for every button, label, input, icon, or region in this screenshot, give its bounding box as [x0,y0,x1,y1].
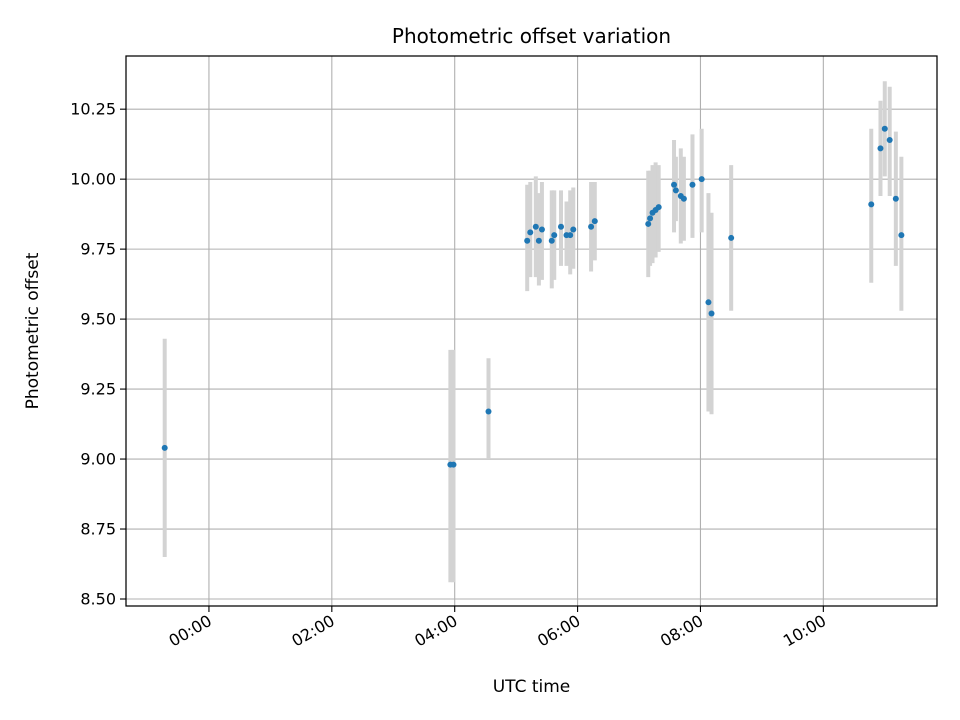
x-axis-title: UTC time [493,677,571,697]
data-point [647,215,654,222]
data-point [868,201,875,208]
y-tick-label: 8.75 [80,520,116,539]
y-tick-label: 10.25 [70,100,116,119]
data-point [680,195,687,202]
y-tick-label: 8.50 [80,590,116,609]
data-point [538,226,545,233]
y-axis-title: Photometric offset [23,252,43,409]
data-point [705,299,712,306]
data-point [708,310,715,317]
chart-title: Photometric offset variation [392,24,671,48]
data-point [567,232,574,239]
data-point [886,136,893,143]
data-point [728,234,735,241]
y-tick-label: 9.50 [80,310,116,329]
data-points [161,125,905,468]
data-point [485,408,492,415]
data-point [898,232,905,239]
data-point [877,145,884,152]
data-point [689,181,696,188]
data-point [557,223,564,230]
data-point [161,444,168,451]
data-point [655,204,662,211]
data-point [548,237,555,244]
data-point [591,218,598,225]
data-point [588,223,595,230]
data-point [524,237,531,244]
plot-frame [125,55,938,607]
data-point [645,220,652,227]
data-point [450,461,457,468]
data-point [570,226,577,233]
data-point [532,223,539,230]
y-tick-label: 10.00 [70,170,116,189]
grid-lines [126,56,937,606]
data-point [527,229,534,236]
data-point [892,195,899,202]
data-point [551,232,558,239]
data-point [535,237,542,244]
data-point [698,176,705,183]
y-tick-label: 9.25 [80,380,116,399]
y-tick-label: 9.75 [80,240,116,259]
y-tick-label: 9.00 [80,450,116,469]
data-point [671,181,678,188]
data-point [672,187,679,194]
data-point [881,125,888,132]
